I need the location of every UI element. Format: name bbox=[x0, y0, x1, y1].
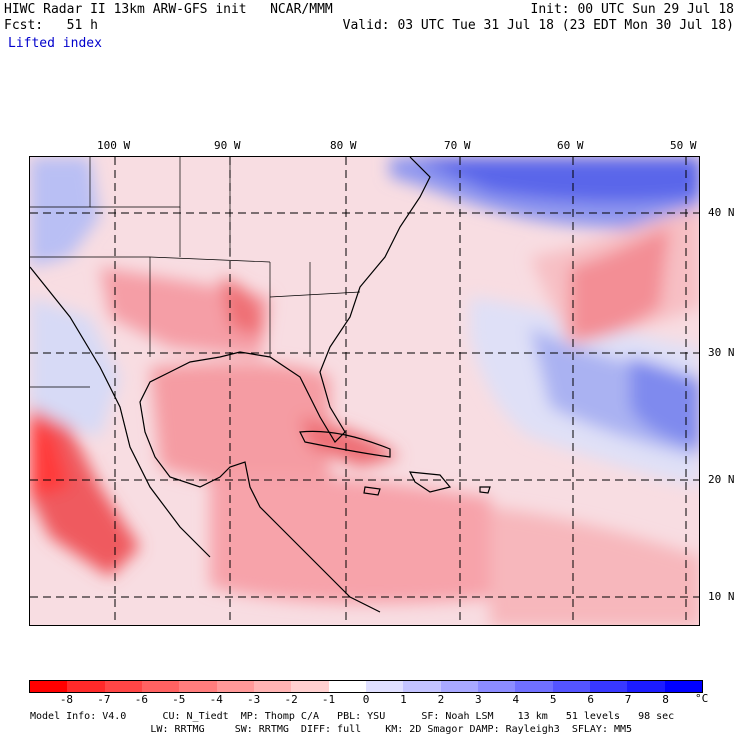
colorbar-swatch bbox=[179, 681, 217, 692]
colorbar-swatch bbox=[104, 681, 142, 692]
colorbar-tick-label: -7 bbox=[97, 693, 111, 706]
colorbar-swatch bbox=[253, 681, 292, 692]
lon-label-90w: 90 W bbox=[214, 139, 241, 152]
model-info-line2: LW: RRTMG SW: RRTMG DIFF: full KM: 2D Sm… bbox=[30, 724, 633, 735]
colorbar-swatch bbox=[589, 681, 628, 692]
lon-label-50w: 50 W bbox=[670, 139, 697, 152]
colorbar-swatch bbox=[552, 681, 590, 692]
field-name: Lifted index bbox=[8, 36, 102, 51]
colorbar-swatch bbox=[291, 681, 329, 692]
colorbar-swatch bbox=[141, 681, 180, 692]
colorbar-swatch bbox=[216, 681, 254, 692]
colorbar-tick-label: 6 bbox=[587, 693, 594, 706]
colorbar-swatch bbox=[365, 681, 404, 692]
model-title: HIWC Radar II 13km ARW-GFS init NCAR/MMM bbox=[4, 2, 333, 17]
colorbar-unit: °C bbox=[695, 692, 709, 705]
colorbar-tick-label: -3 bbox=[247, 693, 261, 706]
colorbar-tick-label: 1 bbox=[400, 693, 407, 706]
lat-label-30n: 30 N bbox=[708, 346, 735, 359]
colorbar-tick-label: -5 bbox=[172, 693, 186, 706]
init-time: Init: 00 UTC Sun 29 Jul 18 bbox=[530, 2, 735, 17]
lon-label-70w: 70 W bbox=[444, 139, 471, 152]
colorbar-tick-label: 3 bbox=[475, 693, 482, 706]
map-canvas bbox=[30, 157, 699, 625]
colorbar-tick-label: -2 bbox=[284, 693, 298, 706]
colorbar-tick-label: 5 bbox=[549, 693, 557, 706]
colorbar-tick-label: 0 bbox=[362, 693, 370, 706]
colorbar-tick-label: 8 bbox=[662, 693, 669, 706]
colorbar-tick-label: -6 bbox=[134, 693, 148, 706]
colorbar-swatch bbox=[440, 681, 478, 692]
colorbar-swatch bbox=[664, 681, 702, 692]
model-info-line1: Model Info: V4.0 CU: N_Tiedt MP: Thomp C… bbox=[30, 711, 675, 722]
lon-label-60w: 60 W bbox=[557, 139, 584, 152]
colorbar-swatch bbox=[515, 681, 553, 692]
forecast-hour: Fcst: 51 h bbox=[4, 18, 98, 33]
colorbar-swatch bbox=[477, 681, 516, 692]
political-borders bbox=[30, 157, 361, 388]
lat-label-40n: 40 N bbox=[708, 206, 735, 219]
colorbar-tick-label: 4 bbox=[512, 693, 520, 706]
colorbar-tick-label: 2 bbox=[437, 693, 445, 706]
colorbar-tick-label: -8 bbox=[59, 693, 74, 706]
coastlines bbox=[30, 157, 491, 613]
colorbar-tick-label: -4 bbox=[209, 693, 223, 706]
valid-time: Valid: 03 UTC Tue 31 Jul 18 (23 EDT Mon … bbox=[342, 18, 734, 33]
lon-label-80w: 80 W bbox=[330, 139, 357, 152]
colorbar-swatch bbox=[627, 681, 665, 692]
colorbar-swatch bbox=[328, 681, 366, 692]
colorbar bbox=[29, 680, 703, 693]
lat-lon-grid bbox=[30, 157, 699, 625]
colorbar-tick-label: 7 bbox=[624, 693, 632, 706]
field-shading bbox=[30, 157, 699, 625]
lat-label-20n: 20 N bbox=[708, 473, 735, 486]
lifted-index-map bbox=[29, 156, 700, 626]
colorbar-swatch bbox=[67, 681, 105, 692]
colorbar-swatch bbox=[30, 681, 68, 692]
colorbar-tick-label: -1 bbox=[321, 693, 336, 706]
lat-label-10n: 10 N bbox=[708, 590, 735, 603]
lon-label-100w: 100 W bbox=[97, 139, 131, 152]
colorbar-swatch bbox=[403, 681, 441, 692]
